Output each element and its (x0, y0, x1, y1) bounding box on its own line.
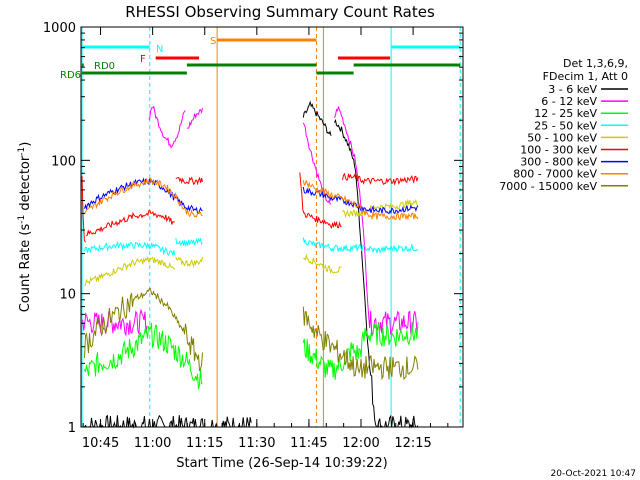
flag-label-rd0: RD0 (94, 61, 115, 72)
legend-label-3: 25 - 50 keV (534, 119, 597, 132)
series-8 (84, 287, 419, 381)
series-6 (84, 177, 419, 215)
y-axis: 1 10 100 1000 (43, 21, 463, 436)
series-3-segment-0 (84, 240, 176, 257)
legend-label-8: 7000 - 15000 keV (499, 180, 597, 193)
x-tick-label-4: 11:45 (290, 436, 327, 451)
legend-label-1: 6 - 12 keV (541, 95, 597, 108)
flag-label-f: F (140, 54, 146, 65)
legend-label-7: 800 - 7000 keV (513, 168, 597, 181)
series-group (81, 100, 419, 429)
x-axis: 10:45 11:00 11:15 11:30 11:45 12:00 12:15 (82, 27, 449, 451)
event-lines (81, 27, 461, 427)
flag-label-n: N (156, 44, 163, 55)
legend-label-0: 3 - 6 keV (548, 83, 597, 96)
legend-header-0: Det 1,3,6,9, (563, 57, 628, 70)
series-6-segment-0 (84, 177, 203, 214)
series-5-segment-3 (299, 172, 342, 230)
y-tick-label-3: 1000 (43, 21, 76, 36)
plot-frame (80, 26, 464, 428)
legend-label-5: 100 - 300 keV (520, 144, 597, 157)
series-2 (84, 321, 419, 390)
y-tick-label-0: 1 (68, 421, 76, 436)
legend-label-4: 50 - 100 keV (527, 131, 597, 144)
y-axis-label: Count Rate (s-1 detector-1) (17, 142, 33, 313)
series-1-segment-0 (82, 308, 148, 337)
series-4-segment-3 (342, 198, 419, 219)
series-4-segment-0 (84, 256, 176, 287)
x-tick-label-5: 12:00 (342, 436, 379, 451)
series-4 (84, 198, 419, 287)
x-tick-label-3: 11:30 (238, 436, 275, 451)
x-tick-label-6: 12:15 (394, 436, 431, 451)
series-4-segment-2 (303, 253, 342, 274)
y-label-part-3: ) (18, 142, 33, 147)
x-tick-label-2: 11:15 (186, 436, 223, 451)
series-7 (84, 176, 419, 221)
series-5-segment-4 (342, 172, 419, 186)
series-2-segment-1 (302, 321, 419, 380)
x-tick-label-0: 10:45 (82, 436, 119, 451)
legend-label-2: 12 - 25 keV (534, 107, 597, 120)
series-1-segment-1 (148, 105, 186, 149)
series-0-segment-1 (302, 100, 332, 136)
series-5-segment-1 (86, 209, 175, 237)
x-axis-label: Start Time (26-Sep-14 10:39:22) (176, 456, 387, 471)
timestamp: 20-Oct-2021 10:47 (551, 469, 636, 479)
y-tick-label-2: 100 (51, 154, 76, 169)
series-5-segment-2 (175, 176, 203, 186)
series-3 (84, 237, 419, 257)
series-3-segment-1 (175, 237, 203, 247)
series-2-segment-0 (84, 322, 203, 390)
y-label-part-2: detector (18, 155, 33, 215)
series-8-segment-1 (302, 306, 419, 381)
y-tick-label-1: 10 (59, 288, 76, 303)
series-8-segment-0 (84, 287, 203, 372)
series-4-segment-1 (175, 256, 203, 268)
x-tick-label-1: 11:00 (134, 436, 171, 451)
series-7-segment-1 (302, 179, 419, 221)
series-1-segment-2 (186, 107, 203, 129)
flag-bars: N S F RD0 RD6 (60, 36, 461, 81)
flag-label-s: S (210, 36, 216, 47)
series-1-segment-3 (302, 122, 332, 205)
series-7-segment-0 (84, 176, 203, 218)
y-label-sup-1: -1 (17, 215, 27, 224)
y-label-part-1: Count Rate (s (18, 224, 33, 313)
series-3-segment-2 (302, 237, 419, 254)
y-label-sup-2: -1 (17, 147, 27, 156)
legend-label-6: 300 - 800 keV (520, 156, 597, 169)
series-6-segment-1 (302, 186, 419, 215)
legend-header-1: FDecim 1, Att 0 (543, 70, 628, 83)
flag-label-rd6: RD6 (60, 70, 81, 81)
chart-title: RHESSI Observing Summary Count Rates (125, 3, 435, 21)
